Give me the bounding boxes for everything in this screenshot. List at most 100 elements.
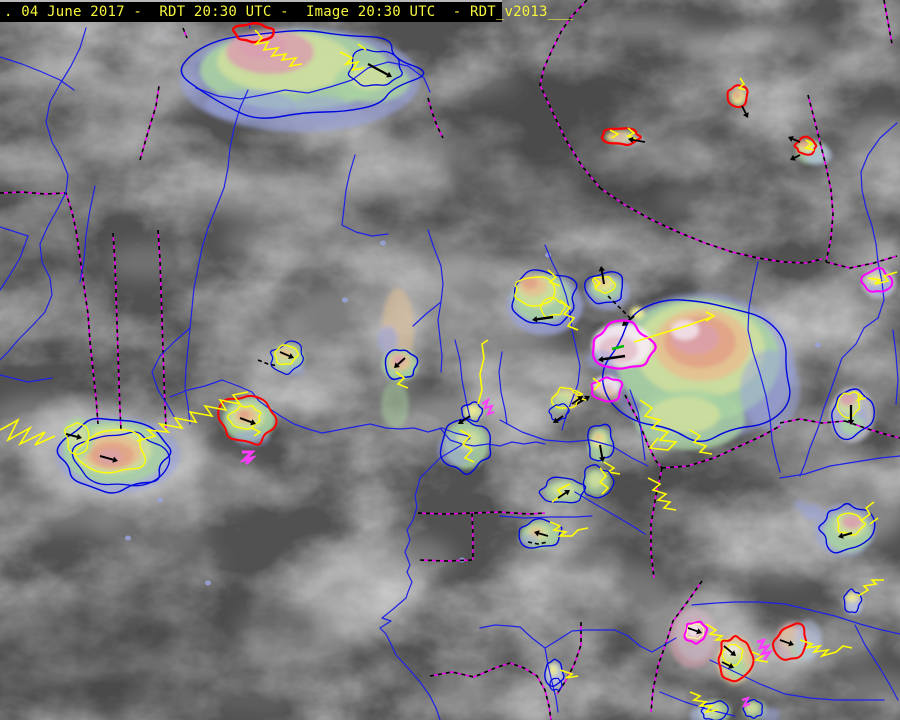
storm-cell-ne-red-small[interactable] xyxy=(726,77,749,118)
motion-arrow xyxy=(556,415,564,421)
river-line xyxy=(709,659,885,701)
storm-cell-c3[interactable] xyxy=(439,397,495,476)
river-line xyxy=(0,226,29,291)
storm-cell-c8[interactable] xyxy=(548,386,587,423)
cell-contour xyxy=(548,403,570,422)
trajectory-dashes xyxy=(607,295,631,319)
storm-cell-e-magenta[interactable] xyxy=(860,267,898,293)
storm-cell-w-large[interactable] xyxy=(56,417,172,494)
country-border xyxy=(650,580,703,713)
cell-contour xyxy=(742,698,763,719)
country-border xyxy=(0,191,77,231)
river-line xyxy=(747,261,781,473)
country-border xyxy=(471,512,474,560)
river-line xyxy=(412,301,442,327)
storm-cell-se-red-2[interactable] xyxy=(771,622,853,661)
motion-arrow-head xyxy=(386,71,392,78)
storm-cell-ne-red-2[interactable] xyxy=(788,135,818,161)
river-line xyxy=(691,601,736,606)
country-border xyxy=(112,232,122,431)
country-border xyxy=(139,85,160,161)
cell-contour xyxy=(700,700,729,720)
storm-cell-c2[interactable] xyxy=(584,266,631,319)
motion-arrow xyxy=(279,351,290,357)
cell-contour xyxy=(836,391,861,419)
storm-cell-s-small[interactable] xyxy=(544,658,579,691)
motion-arrow-head xyxy=(112,456,118,463)
cell-contour xyxy=(860,267,894,293)
motion-arrow xyxy=(461,415,471,422)
country-border xyxy=(0,191,77,231)
lightning-flash xyxy=(459,429,475,463)
cell-contour xyxy=(836,512,867,536)
river-line xyxy=(544,647,559,713)
cell-contour xyxy=(592,276,617,294)
storm-cell-se-small[interactable] xyxy=(843,579,884,614)
lightning-flash xyxy=(251,427,262,437)
motion-arrow xyxy=(538,532,549,537)
storm-cell-nw-large[interactable] xyxy=(180,22,425,119)
motion-arrow xyxy=(600,270,605,285)
river-line xyxy=(854,624,899,701)
cell-contour xyxy=(843,588,863,614)
motion-arrow xyxy=(741,105,747,114)
motion-arrow-head xyxy=(838,532,844,539)
country-border xyxy=(75,229,99,425)
storm-cell-c7[interactable] xyxy=(518,517,589,549)
cell-contour xyxy=(384,349,419,381)
lightning-flash xyxy=(593,277,602,289)
river-line xyxy=(341,154,389,237)
motion-arrow xyxy=(99,455,114,461)
motion-arrow-head xyxy=(696,628,702,635)
storm-cell-s-edge-cluster[interactable] xyxy=(689,691,763,720)
storm-cell-c1[interactable] xyxy=(511,269,579,331)
motion-arrow xyxy=(792,138,801,143)
motion-arrow xyxy=(779,639,790,645)
country-border xyxy=(427,97,444,139)
storm-cell-coast-2[interactable] xyxy=(257,340,304,376)
storm-cell-w-circle[interactable] xyxy=(384,349,419,389)
storm-cell-e1[interactable] xyxy=(831,388,875,441)
cell-contour xyxy=(721,643,744,666)
motion-arrow-head xyxy=(598,356,604,363)
cell-contour xyxy=(600,127,642,147)
lightning-flash xyxy=(611,344,625,351)
country-border xyxy=(825,255,898,269)
storm-cell-c5[interactable] xyxy=(587,423,621,475)
river-line xyxy=(799,122,898,477)
motion-arrow-head xyxy=(730,650,736,656)
storm-cell-c6[interactable] xyxy=(582,464,615,499)
lightning-flash xyxy=(549,521,589,537)
country-border xyxy=(661,425,781,469)
cell-contour xyxy=(587,423,615,462)
country-border xyxy=(471,512,474,560)
river-line xyxy=(195,61,431,100)
storm-cell-e2[interactable] xyxy=(818,501,879,554)
storm-region-c-large-warm[interactable] xyxy=(601,299,791,511)
motion-arrow-head xyxy=(76,433,82,440)
flash-layer xyxy=(0,339,489,446)
motion-arrow-head xyxy=(788,136,794,142)
storm-cell-n-red-1[interactable] xyxy=(600,127,646,147)
cell-contour xyxy=(74,429,147,474)
river-line xyxy=(499,515,593,519)
cell-contour xyxy=(550,386,580,409)
lightning-flash xyxy=(689,691,719,714)
storm-cell-c-magenta-large[interactable] xyxy=(591,311,716,370)
country-border xyxy=(182,27,188,39)
storm-cell-se-magenta[interactable] xyxy=(683,620,728,645)
motion-arrow-head xyxy=(534,530,540,537)
country-border xyxy=(779,418,846,424)
storm-cell-se-red-1[interactable] xyxy=(717,635,774,683)
storm-cell-coast-red[interactable] xyxy=(217,394,278,466)
cell-contour xyxy=(518,517,563,549)
cell-contour xyxy=(549,677,563,691)
motion-arrow-head xyxy=(250,419,256,426)
lightning-flash xyxy=(857,579,884,597)
lightning-flash xyxy=(741,696,751,708)
storm-cell-c4[interactable] xyxy=(538,476,587,504)
country-border xyxy=(779,418,846,424)
